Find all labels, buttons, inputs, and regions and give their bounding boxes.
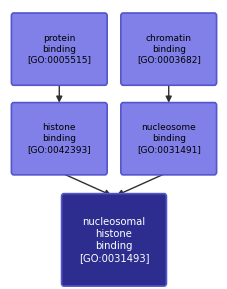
Text: nucleosome
binding
[GO:0031491]: nucleosome binding [GO:0031491] — [136, 123, 200, 154]
Text: protein
binding
[GO:0005515]: protein binding [GO:0005515] — [27, 34, 91, 64]
Text: histone
binding
[GO:0042393]: histone binding [GO:0042393] — [27, 123, 91, 154]
Text: nucleosomal
histone
binding
[GO:0031493]: nucleosomal histone binding [GO:0031493] — [78, 217, 149, 263]
FancyBboxPatch shape — [61, 194, 166, 286]
FancyBboxPatch shape — [11, 13, 107, 85]
FancyBboxPatch shape — [120, 13, 216, 85]
Text: chromatin
binding
[GO:0003682]: chromatin binding [GO:0003682] — [136, 34, 200, 64]
FancyBboxPatch shape — [11, 103, 107, 175]
FancyBboxPatch shape — [120, 103, 216, 175]
